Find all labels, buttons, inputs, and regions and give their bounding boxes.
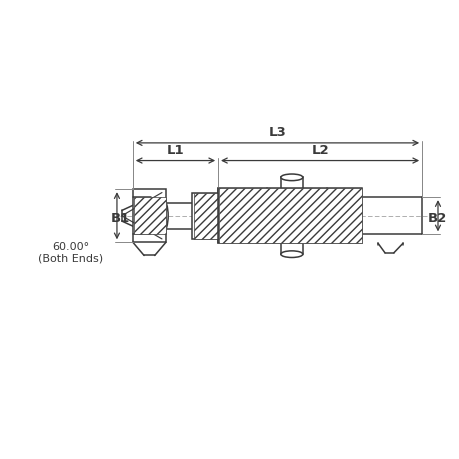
Bar [280, 178, 302, 189]
Text: L2: L2 [311, 143, 328, 157]
Bar [133, 190, 166, 243]
Ellipse shape [280, 252, 302, 258]
Text: B2: B2 [427, 212, 446, 225]
Bar [219, 189, 361, 244]
Text: L3: L3 [268, 125, 285, 138]
Bar [134, 198, 166, 235]
Bar [218, 189, 361, 244]
Text: L1: L1 [166, 143, 184, 157]
Bar [193, 193, 218, 239]
Ellipse shape [280, 174, 302, 181]
Bar [280, 244, 302, 255]
Text: 60.00°
(Both Ends): 60.00° (Both Ends) [39, 242, 103, 263]
Text: B1: B1 [111, 212, 130, 225]
Bar [192, 193, 218, 239]
